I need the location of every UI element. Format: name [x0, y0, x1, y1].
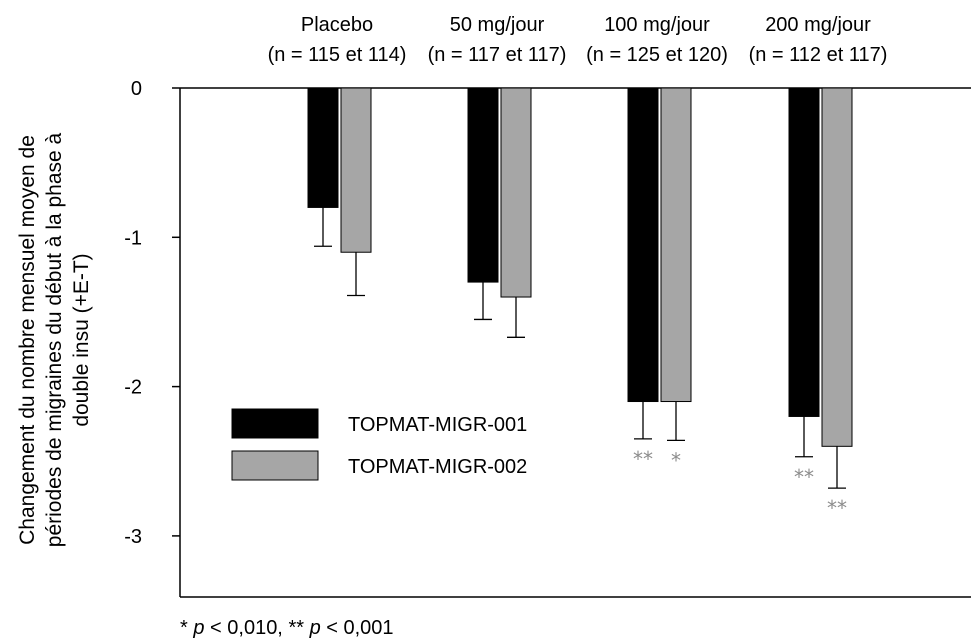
footnote: * p < 0,010, ** p < 0,001: [180, 617, 394, 639]
legend-swatch-topmat-migr-001: [231, 408, 319, 439]
legend: TOPMAT-MIGR-001 TOPMAT-MIGR-002: [231, 408, 527, 481]
y-tick-label: -3: [124, 526, 142, 548]
bar: [307, 87, 339, 208]
significance-marker: **: [827, 496, 847, 520]
bar: [500, 87, 532, 298]
category-label: Placebo: [301, 14, 373, 36]
category-n-label: (n = 112 et 117): [749, 44, 888, 66]
y-tick-label: -2: [124, 377, 142, 399]
category-n-label: (n = 117 et 117): [428, 44, 567, 66]
footnote-star-1: *: [180, 617, 193, 639]
legend-label-topmat-migr-002: TOPMAT-MIGR-002: [348, 456, 527, 478]
bars: *******: [307, 87, 853, 520]
category-label: 100 mg/jour: [604, 14, 710, 36]
bar: [627, 87, 659, 403]
y-axis-title-line-1: Changement du nombre mensuel moyen de: [16, 135, 39, 545]
y-axis-title-line-2: périodes de migraines du début à la phas…: [43, 132, 66, 547]
category-n-label: (n = 115 et 114): [268, 44, 407, 66]
significance-marker: *: [671, 448, 681, 472]
y-axis-title-line-3-wrap: double insu (+E-T): [70, 253, 93, 426]
footnote-star-2: **: [288, 617, 309, 639]
y-axis-title: Changement du nombre mensuel moyen de: [16, 135, 39, 545]
y-ticks: 0 -1 -2 -3: [124, 78, 180, 548]
category-label: 200 mg/jour: [765, 14, 871, 36]
significance-marker: **: [794, 465, 814, 489]
bar: [821, 87, 853, 447]
legend-swatch-topmat-migr-002: [231, 450, 319, 481]
category-label: 50 mg/jour: [450, 14, 545, 36]
bar: [788, 87, 820, 417]
footnote-p-1: p: [192, 617, 204, 639]
bar: [660, 87, 692, 403]
legend-label-topmat-migr-001: TOPMAT-MIGR-001: [348, 414, 527, 436]
footnote-p-2: p: [309, 617, 321, 639]
bar: [340, 87, 372, 253]
footnote-text-2: < 0,001: [321, 617, 394, 639]
y-axis-title-line-3: double insu (+E-T): [70, 253, 93, 426]
y-tick-label: 0: [131, 78, 142, 100]
y-axis-title-line-2-wrap: périodes de migraines du début à la phas…: [43, 132, 66, 547]
y-tick-label: -1: [124, 227, 142, 249]
footnote-text-1: < 0,010,: [204, 617, 288, 639]
category-labels: Placebo (n = 115 et 114) 50 mg/jour (n = 11…: [268, 14, 888, 66]
bar: [467, 87, 499, 283]
significance-marker: **: [633, 447, 653, 471]
category-n-label: (n = 125 et 120): [586, 44, 728, 66]
